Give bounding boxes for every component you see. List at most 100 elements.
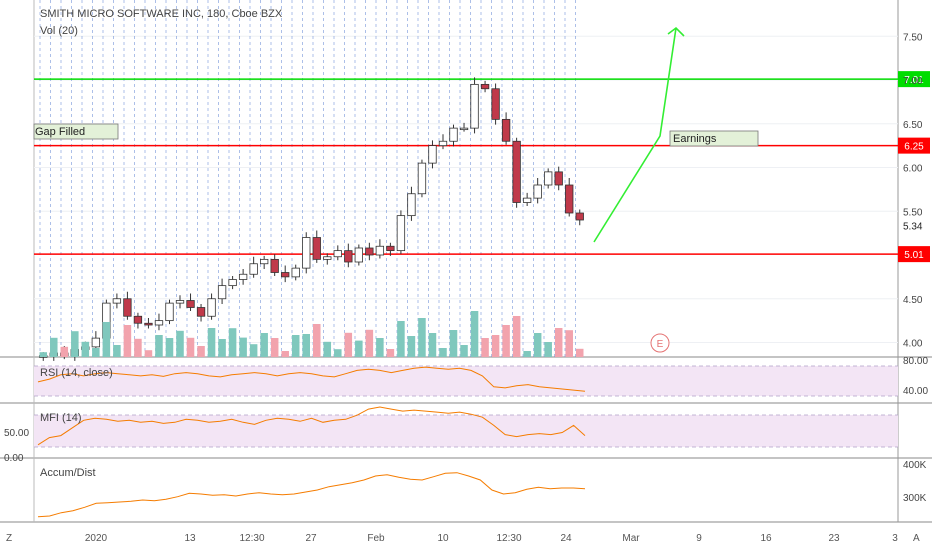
volume-bar — [165, 338, 174, 357]
level-price-label: 6.25 — [904, 142, 924, 153]
candle-body — [344, 250, 353, 263]
auto-scale-button: A — [913, 533, 920, 544]
candle-body — [217, 285, 227, 300]
candle-body — [196, 307, 206, 317]
volume-bar — [544, 342, 552, 357]
projection-arrowhead — [667, 26, 685, 37]
indicator-axis-tick: 40.00 — [903, 386, 928, 397]
earnings-box — [669, 130, 759, 147]
volume-bar — [102, 322, 111, 357]
earnings-marker-label: E — [657, 339, 664, 350]
candle-body — [207, 298, 216, 317]
candle-body — [186, 300, 195, 308]
candle-body — [165, 302, 174, 322]
candle-body — [133, 315, 143, 324]
volume-bar — [418, 318, 426, 357]
time-axis-tick: 3 — [892, 533, 898, 544]
candle-body — [459, 127, 469, 131]
candle-body — [302, 237, 311, 269]
candle-body — [323, 256, 332, 260]
volume-bar — [533, 333, 542, 357]
current-price-label: 5.34 — [903, 221, 923, 232]
candle-body — [144, 322, 153, 326]
gap-filled-box — [33, 123, 119, 140]
time-axis-tick: 12:30 — [239, 533, 264, 544]
gap-filled-label: Gap Filled — [35, 126, 85, 138]
indicator-band — [34, 415, 898, 447]
volume-bar — [439, 348, 447, 357]
candle-body — [554, 171, 563, 186]
volume-bar — [176, 330, 184, 357]
candle-body — [91, 337, 101, 348]
projection-arrow — [593, 27, 677, 243]
volume-bar — [155, 335, 163, 357]
volume-bar — [92, 348, 100, 357]
candle-body — [260, 258, 269, 265]
earnings-marker-icon — [650, 333, 670, 353]
candle-body — [228, 279, 237, 287]
indicator-axis-tick: 0.00 — [4, 453, 24, 464]
price-axis-tick: 7.50 — [903, 32, 923, 43]
time-axis-tick: 13 — [184, 533, 196, 544]
time-axis-tick: Feb — [367, 533, 385, 544]
volume-bar — [249, 344, 258, 357]
indicator-axis-tick: 50.00 — [4, 428, 29, 439]
candle-body — [154, 320, 164, 326]
volume-bar — [481, 338, 489, 357]
candle-body — [449, 127, 458, 142]
level-price-tag — [898, 246, 930, 263]
candle-body — [291, 267, 300, 278]
volume-bar — [81, 341, 90, 357]
level-price-tag — [898, 71, 930, 88]
volume-bar — [470, 311, 479, 357]
volume-bar — [355, 340, 363, 357]
time-axis-tick: 27 — [305, 533, 317, 544]
candle-body — [354, 247, 363, 263]
price-axis-tick: 6.00 — [903, 164, 923, 175]
price-axis-tick: 4.50 — [903, 295, 923, 306]
volume-bar — [207, 328, 216, 357]
zoom-button: Z — [6, 533, 12, 544]
candle-body — [491, 88, 500, 120]
candle-body — [438, 140, 448, 147]
indicator-title: Accum/Dist — [40, 467, 96, 479]
level-price-tag — [898, 137, 930, 154]
candle-body — [522, 197, 532, 203]
candle-body — [375, 245, 385, 256]
volume-bar — [113, 345, 121, 357]
time-axis-tick: 24 — [560, 533, 572, 544]
candle-body — [175, 300, 185, 304]
volume-bar — [491, 335, 500, 357]
time-axis-tick: 12:30 — [496, 533, 521, 544]
candle-body — [333, 250, 342, 258]
time-axis-tick: 9 — [696, 533, 702, 544]
volume-bar — [302, 334, 310, 357]
candle-body — [470, 83, 479, 129]
candle-body — [533, 184, 542, 199]
volume-bar — [523, 351, 531, 357]
candle-body — [386, 245, 395, 252]
volume-bar — [134, 338, 142, 357]
price-axis-tick: 6.50 — [903, 120, 923, 131]
candle-body — [365, 247, 374, 256]
volume-bar — [60, 346, 69, 357]
indicator-line — [37, 406, 586, 446]
indicator-band — [34, 366, 898, 396]
level-price-label: 5.01 — [904, 250, 924, 261]
volume-bar — [365, 329, 374, 357]
candle-body — [112, 298, 122, 304]
volume-bar — [144, 350, 153, 357]
indicator-title: MFI (14) — [40, 412, 82, 424]
candle-body — [312, 237, 321, 260]
candle-body — [501, 118, 511, 142]
price-axis-tick: 7.00 — [903, 76, 923, 87]
candle-body — [428, 145, 437, 164]
volume-bar — [228, 328, 237, 357]
time-axis-tick: Mar — [622, 533, 640, 544]
time-axis-tick: 2020 — [85, 533, 108, 544]
volume-bar — [39, 352, 48, 357]
indicator-title: RSI (14, close) — [40, 367, 113, 379]
price-axis-tick: 4.00 — [903, 339, 923, 350]
indicator-axis-tick: 400K — [903, 460, 927, 471]
